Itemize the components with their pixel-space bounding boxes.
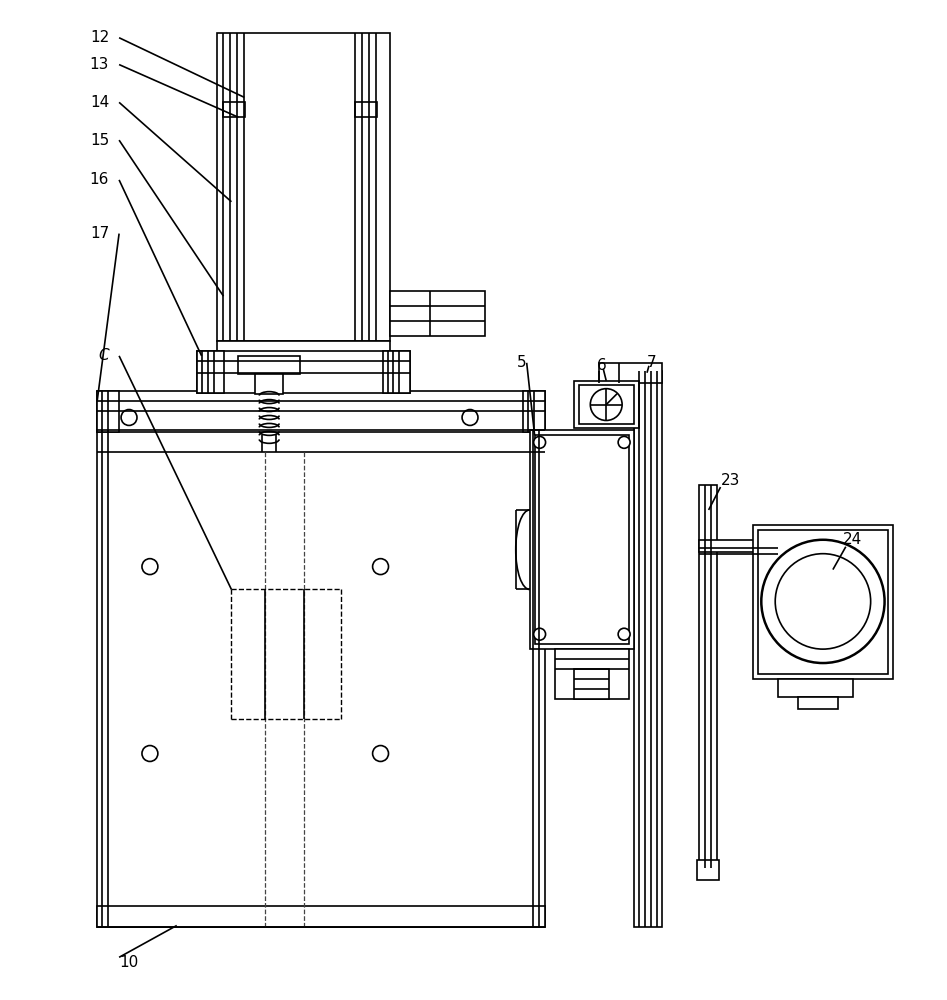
- Circle shape: [534, 436, 545, 448]
- Circle shape: [776, 554, 870, 649]
- Text: 6: 6: [598, 358, 607, 373]
- Circle shape: [121, 410, 137, 425]
- Bar: [697, 860, 719, 880]
- Bar: [217, 33, 390, 341]
- Bar: [98, 430, 545, 927]
- Text: 14: 14: [90, 95, 109, 110]
- Bar: [355, 102, 377, 117]
- Bar: [634, 371, 662, 927]
- Circle shape: [618, 436, 630, 448]
- Bar: [98, 906, 545, 927]
- Text: 12: 12: [90, 30, 109, 45]
- Circle shape: [372, 559, 388, 575]
- Bar: [575, 381, 639, 428]
- Text: 10: 10: [119, 955, 138, 970]
- Text: 17: 17: [90, 226, 109, 241]
- Bar: [778, 679, 852, 697]
- Bar: [256, 374, 283, 394]
- Text: 23: 23: [721, 473, 740, 488]
- Text: 16: 16: [90, 172, 109, 187]
- Bar: [575, 669, 609, 699]
- Bar: [98, 391, 545, 432]
- Bar: [754, 525, 892, 679]
- Bar: [699, 485, 717, 868]
- Text: 7: 7: [647, 355, 656, 370]
- Bar: [529, 430, 634, 649]
- Bar: [523, 391, 545, 432]
- Circle shape: [534, 628, 545, 640]
- Bar: [535, 435, 629, 644]
- Bar: [699, 540, 778, 552]
- Bar: [98, 391, 119, 432]
- Bar: [555, 649, 629, 699]
- Circle shape: [618, 628, 630, 640]
- Bar: [383, 351, 410, 393]
- Circle shape: [590, 389, 622, 420]
- Bar: [239, 356, 300, 374]
- Text: 24: 24: [843, 532, 862, 547]
- Bar: [197, 351, 410, 393]
- Text: 5: 5: [517, 355, 527, 370]
- Bar: [197, 351, 224, 393]
- Text: C: C: [98, 348, 109, 363]
- Bar: [759, 530, 887, 674]
- Bar: [390, 291, 485, 336]
- Bar: [223, 102, 245, 117]
- Circle shape: [142, 559, 158, 575]
- Text: 15: 15: [90, 133, 109, 148]
- Text: 13: 13: [90, 57, 109, 72]
- Circle shape: [372, 746, 388, 761]
- Bar: [217, 341, 390, 363]
- Bar: [599, 363, 662, 383]
- Bar: [798, 697, 838, 709]
- Circle shape: [761, 540, 884, 663]
- Circle shape: [462, 410, 478, 425]
- Bar: [580, 385, 634, 424]
- Circle shape: [142, 746, 158, 761]
